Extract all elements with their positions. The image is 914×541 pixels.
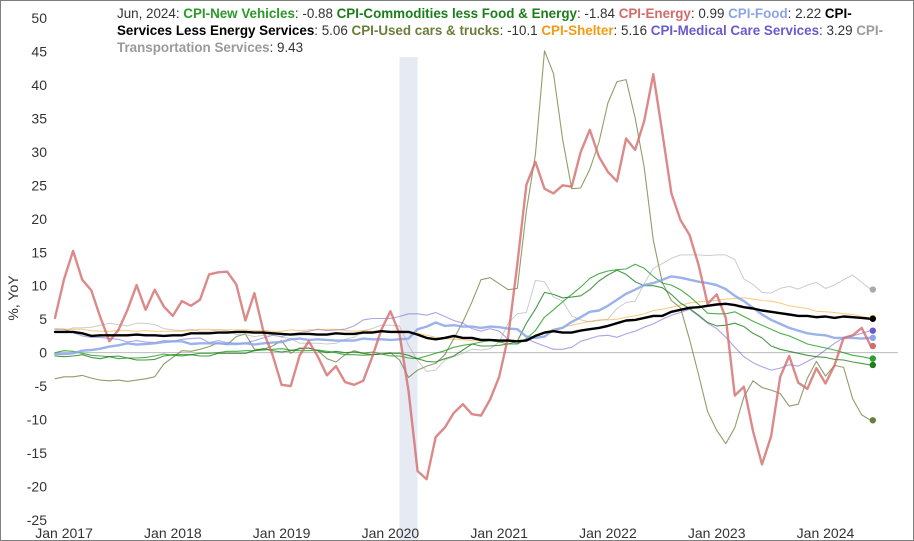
legend-series-name: CPI-New Vehicles <box>183 6 295 21</box>
legend-date: Jun, 2024: <box>117 6 180 21</box>
series-layer <box>53 50 872 481</box>
y-tick-label: 30 <box>31 144 47 160</box>
legend-series-name: CPI-Shelter <box>541 23 614 38</box>
x-tick-label: Jan 2023 <box>688 525 746 541</box>
series-line-cpi-food <box>53 275 872 356</box>
legend-series-name: CPI-Food <box>728 6 788 21</box>
legend-series-value: 5.16 <box>621 23 648 38</box>
series-line-cpi-services-less-energy-services <box>53 302 872 343</box>
y-axis-title: %, YoY <box>5 275 21 321</box>
legend-colon: : <box>690 6 699 21</box>
series-line-cpi-shelter <box>54 297 872 343</box>
series-line-cpi-transportation-services <box>54 254 872 372</box>
end-dots-layer <box>869 286 877 424</box>
legend-item[interactable]: CPI-New Vehicles: -0.88 <box>183 6 333 21</box>
legend-series-value: 2.22 <box>795 6 822 21</box>
end-dot-cpi-services-less-energy-services <box>869 315 877 322</box>
series-line-cpi-used-cars-trucks <box>54 50 872 445</box>
legend-item[interactable]: CPI-Shelter: 5.16 <box>541 23 647 38</box>
legend-item[interactable]: CPI-Medical Care Services: 3.29 <box>651 23 853 38</box>
x-tick-label: Jan 2019 <box>253 525 311 541</box>
end-dot-cpi-commodities-less-food-energy <box>869 361 877 369</box>
legend-colon: : <box>499 23 508 38</box>
legend-items: CPI-New Vehicles: -0.88 CPI-Commodities … <box>117 6 883 55</box>
legend-colon: : <box>294 6 303 21</box>
recession-band-layer <box>399 57 418 540</box>
end-dot-cpi-new-vehicles <box>869 355 877 362</box>
series-line-cpi-new-vehicles <box>54 263 872 360</box>
y-tick-label: -20 <box>27 479 47 495</box>
end-dot-cpi-used-cars-trucks <box>869 417 877 424</box>
legend-series-value: 5.06 <box>321 23 348 38</box>
legend-item[interactable]: CPI-Energy: 0.99 <box>619 6 725 21</box>
legend-item[interactable]: CPI-Used cars & trucks: -10.1 <box>352 23 538 38</box>
end-dot-cpi-energy <box>869 342 877 350</box>
legend-item[interactable]: CPI-Transportation Services: 9.43 <box>117 23 883 55</box>
y-tick-label: 25 <box>31 177 47 193</box>
x-tick-label: Jan 2018 <box>144 525 202 541</box>
legend-series-name: CPI-Medical Care Services <box>650 23 820 38</box>
y-tick-label: 0 <box>39 345 47 361</box>
y-tick-label: 5 <box>39 311 47 327</box>
legend-item[interactable]: CPI-Commodities less Food & Energy: -1.8… <box>337 6 615 21</box>
y-tick-label: -25 <box>27 512 47 528</box>
legend-colon: : <box>269 40 278 55</box>
end-dot-cpi-food <box>869 334 877 342</box>
x-tick-label: Jan 2017 <box>35 525 93 541</box>
legend-colon: : <box>314 23 322 38</box>
recession-band <box>399 57 418 540</box>
series-line-cpi-energy <box>53 72 872 481</box>
legend-series-name: CPI-Energy <box>618 6 691 21</box>
legend-colon: : <box>613 23 621 38</box>
y-tick-label: -15 <box>27 445 47 461</box>
legend-series-value: 3.29 <box>826 23 853 38</box>
legend-series-name: CPI-Used cars & trucks <box>351 23 500 38</box>
x-tick-label: Jan 2022 <box>579 525 637 541</box>
y-tick-label: 50 <box>31 10 47 26</box>
y-tick-label: 35 <box>31 110 47 126</box>
legend-series-name: CPI-Commodities less Food & Energy <box>336 6 577 21</box>
legend-series-value: 9.43 <box>277 40 304 55</box>
legend-series-value: -1.84 <box>584 6 615 21</box>
legend-item[interactable]: CPI-Food: 2.22 <box>728 6 821 21</box>
legend-colon: : <box>576 6 585 21</box>
x-tick-label: Jan 2024 <box>797 525 855 541</box>
legend-series-value: -10.1 <box>507 23 538 38</box>
legend-colon: : <box>819 23 827 38</box>
legend-colon: : <box>787 6 796 21</box>
legend-series-value: 0.99 <box>698 6 725 21</box>
y-tick-label: 20 <box>31 211 47 227</box>
y-tick-label: -10 <box>27 412 47 428</box>
x-tick-label: Jan 2020 <box>362 525 420 541</box>
y-tick-label: 45 <box>31 43 47 59</box>
legend-series-name: CPI-Services Less Energy Services <box>117 6 852 38</box>
series-line-cpi-commodities-less-food-energy <box>54 269 872 366</box>
x-axis-ticks: Jan 2017 Jan 2018 Jan 2019 Jan 2020 Jan 2021… <box>35 525 854 541</box>
end-dot-cpi-transportation-services <box>869 286 877 293</box>
legend-item[interactable]: CPI-Services Less Energy Services: 5.06 <box>117 6 852 38</box>
y-tick-label: 15 <box>31 244 47 260</box>
x-tick-label: Jan 2021 <box>470 525 528 541</box>
legend-series-name: CPI-Transportation Services <box>117 23 884 55</box>
y-tick-label: 40 <box>31 77 47 93</box>
legend-series-value: -0.88 <box>302 6 333 21</box>
series-line-cpi-medical-care-services <box>54 308 872 371</box>
y-tick-label: 10 <box>31 278 47 294</box>
end-dot-cpi-medical-care-services <box>869 327 877 334</box>
chart-legend: Jun, 2024: CPI-New Vehicles: -0.88 CPI-C… <box>117 5 893 56</box>
y-tick-label: -5 <box>35 378 48 394</box>
